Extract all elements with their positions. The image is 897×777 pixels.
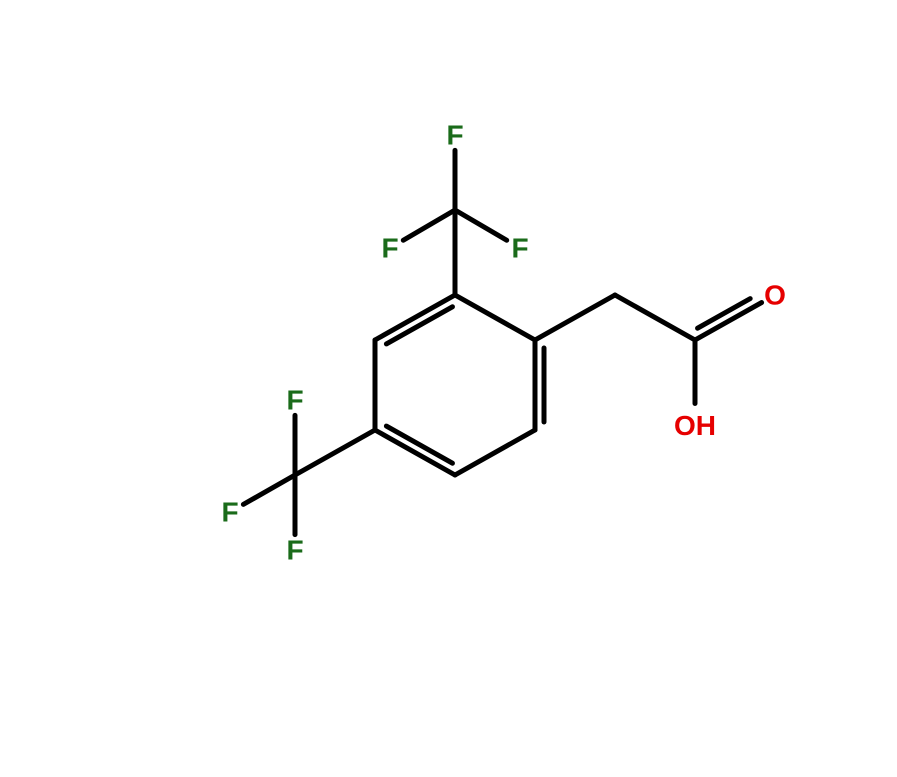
molecule-diagram: O OH F F F F F F (0, 0, 897, 777)
atom-label-f1a: F (446, 120, 463, 151)
atom-label-f2c: F (286, 535, 303, 566)
atom-label-o2: OH (674, 410, 716, 441)
atom-label-f1b: F (381, 233, 398, 264)
atoms-group: O OH F F F F F F (221, 120, 785, 566)
atom-label-o1: O (764, 280, 786, 311)
atom-label-f2a: F (286, 385, 303, 416)
atom-label-f2b: F (221, 497, 238, 528)
bonds-group (243, 150, 761, 534)
atom-label-f1c: F (511, 233, 528, 264)
